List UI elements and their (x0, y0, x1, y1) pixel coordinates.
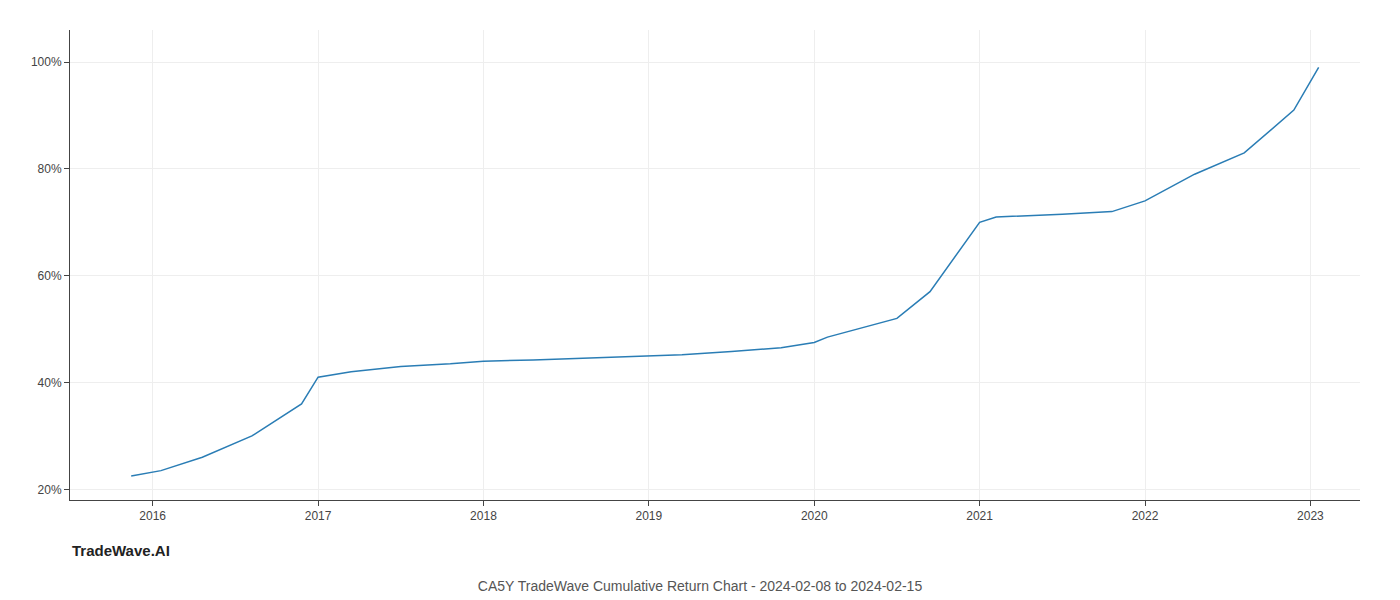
svg-text:2017: 2017 (305, 509, 332, 523)
svg-text:2019: 2019 (635, 509, 662, 523)
svg-text:2018: 2018 (470, 509, 497, 523)
svg-text:TradeWave.AI: TradeWave.AI (72, 542, 170, 559)
svg-text:80%: 80% (38, 162, 62, 176)
svg-text:2022: 2022 (1132, 509, 1159, 523)
svg-text:20%: 20% (38, 483, 62, 497)
svg-text:2023: 2023 (1297, 509, 1324, 523)
svg-text:2020: 2020 (801, 509, 828, 523)
svg-text:40%: 40% (38, 376, 62, 390)
svg-text:60%: 60% (38, 269, 62, 283)
svg-text:2016: 2016 (139, 509, 166, 523)
svg-text:CA5Y TradeWave Cumulative Retu: CA5Y TradeWave Cumulative Return Chart -… (478, 578, 923, 594)
svg-text:100%: 100% (31, 55, 62, 69)
svg-text:2021: 2021 (966, 509, 993, 523)
